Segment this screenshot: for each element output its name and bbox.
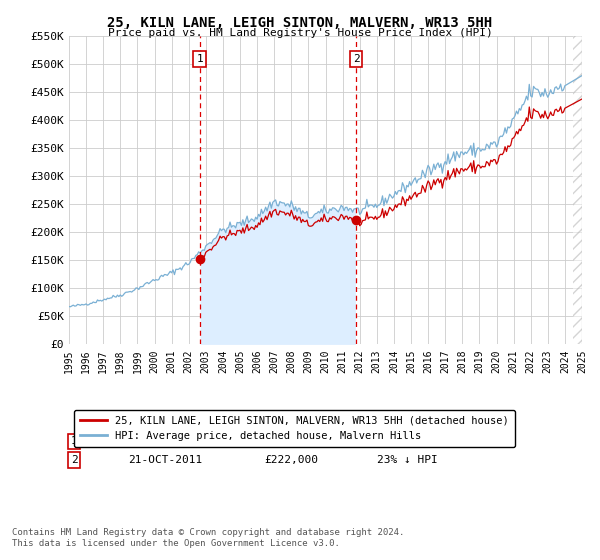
Text: Contains HM Land Registry data © Crown copyright and database right 2024.
This d: Contains HM Land Registry data © Crown c… <box>12 528 404 548</box>
Text: 2: 2 <box>353 54 359 64</box>
Text: 2: 2 <box>71 455 77 465</box>
Text: £222,000: £222,000 <box>264 455 318 465</box>
Text: 1: 1 <box>71 436 77 446</box>
Text: 23% ↓ HPI: 23% ↓ HPI <box>377 455 437 465</box>
Text: 25, KILN LANE, LEIGH SINTON, MALVERN, WR13 5HH: 25, KILN LANE, LEIGH SINTON, MALVERN, WR… <box>107 16 493 30</box>
Text: 21-OCT-2011: 21-OCT-2011 <box>128 455 202 465</box>
Text: 25% ↓ HPI: 25% ↓ HPI <box>377 436 437 446</box>
Text: 1: 1 <box>196 54 203 64</box>
Text: Price paid vs. HM Land Registry's House Price Index (HPI): Price paid vs. HM Land Registry's House … <box>107 28 493 38</box>
Text: £153,000: £153,000 <box>264 436 318 446</box>
Legend: 25, KILN LANE, LEIGH SINTON, MALVERN, WR13 5HH (detached house), HPI: Average pr: 25, KILN LANE, LEIGH SINTON, MALVERN, WR… <box>74 410 515 447</box>
Text: 21-AUG-2002: 21-AUG-2002 <box>128 436 202 446</box>
